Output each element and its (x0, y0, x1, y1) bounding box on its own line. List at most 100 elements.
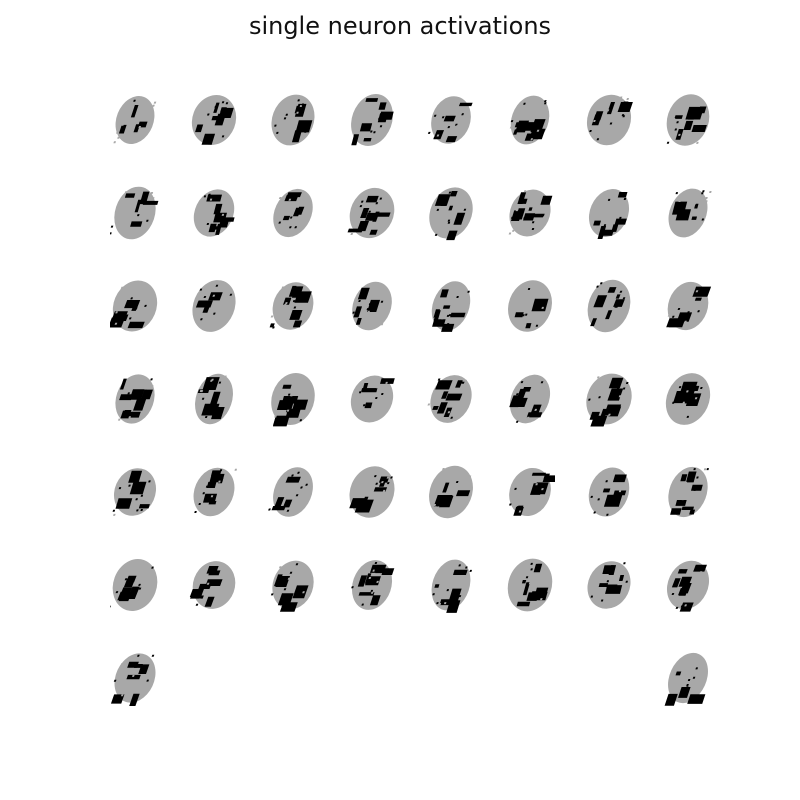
activation-map (505, 557, 555, 613)
activation-map (110, 185, 160, 241)
active-region (509, 472, 555, 516)
activation-map-image (192, 280, 236, 332)
activation-map-image (350, 375, 395, 423)
activation-map (426, 371, 476, 427)
activation-map-image (664, 652, 708, 706)
activation-map-image (195, 373, 233, 425)
activation-map-image (270, 560, 314, 612)
activation-map-image (271, 372, 315, 427)
active-region (274, 99, 313, 143)
activation-map-image (587, 279, 631, 333)
activation-map (347, 278, 397, 334)
activation-map (663, 464, 713, 520)
active-region (358, 376, 395, 414)
active-region (195, 284, 233, 321)
activation-map (663, 185, 713, 241)
active-region (427, 378, 469, 419)
active-region (113, 99, 157, 144)
activation-map-image (588, 189, 630, 239)
activation-map (663, 278, 713, 334)
activation-map-image (110, 559, 158, 611)
activation-map (110, 371, 160, 427)
active-region (270, 563, 309, 612)
active-region (509, 96, 547, 141)
inactive-region (115, 96, 155, 144)
active-region (588, 376, 629, 427)
active-region (112, 470, 151, 516)
active-region (512, 561, 549, 607)
active-region (670, 468, 709, 515)
inactive-region (587, 279, 631, 333)
activation-map (584, 185, 634, 241)
activation-map (426, 557, 476, 613)
inactive-region (507, 558, 553, 612)
activation-map (110, 92, 160, 148)
active-region (590, 562, 628, 609)
inactive-region (508, 280, 552, 332)
active-region (110, 191, 159, 235)
active-region (197, 375, 227, 421)
activation-map (110, 278, 160, 334)
activation-map (505, 371, 555, 427)
activation-map (584, 464, 634, 520)
activation-map (426, 185, 476, 241)
activation-map-image (189, 561, 236, 609)
activation-map (189, 557, 239, 613)
activation-map (584, 278, 634, 334)
active-region (433, 468, 472, 513)
active-region (508, 190, 553, 235)
activation-map (347, 92, 397, 148)
activation-map (189, 278, 239, 334)
activation-map (347, 464, 397, 520)
activation-map (347, 185, 397, 241)
inactive-region (273, 467, 313, 517)
activation-map (268, 92, 318, 148)
activation-map-image (193, 189, 235, 237)
inactive-region (509, 374, 551, 424)
active-region (672, 190, 712, 221)
active-region (117, 378, 154, 421)
inactive-region (192, 280, 236, 332)
activation-map-image (431, 281, 471, 332)
active-region (666, 286, 712, 328)
active-region (666, 103, 707, 144)
activation-map-image (586, 373, 632, 427)
activation-map (426, 92, 476, 148)
activation-map-image (191, 95, 237, 145)
activation-map-image (110, 186, 159, 240)
activation-map-image (429, 187, 473, 241)
figure-title: single neuron activations (248, 12, 552, 40)
active-region (664, 657, 706, 706)
activation-map-image (112, 468, 157, 516)
inactive-region (668, 466, 708, 518)
active-region (347, 192, 391, 235)
active-region (427, 102, 473, 143)
activation-map (663, 92, 713, 148)
activation-map-image (268, 467, 313, 517)
activation-map-image (269, 282, 314, 330)
active-region (351, 562, 395, 606)
active-region (434, 191, 467, 241)
activation-map-image (110, 280, 158, 332)
inactive-region (193, 467, 235, 517)
activation-map (189, 464, 239, 520)
inactive-region (112, 559, 158, 611)
inactive-region (666, 94, 710, 146)
activation-map (268, 278, 318, 334)
active-region (189, 566, 224, 607)
active-region (110, 286, 147, 329)
activation-map-image (507, 558, 553, 612)
active-region (352, 287, 387, 326)
activation-map-image (351, 560, 395, 610)
activation-map (268, 185, 318, 241)
activation-map-image (427, 96, 473, 144)
inactive-region (586, 94, 632, 146)
activation-map-image (429, 465, 473, 519)
activation-map (189, 185, 239, 241)
activation-map-image (509, 467, 555, 517)
activation-map-image (347, 187, 395, 239)
activation-map-image (110, 653, 156, 706)
activation-map (110, 464, 160, 520)
activation-map (505, 92, 555, 148)
active-region (351, 98, 394, 146)
